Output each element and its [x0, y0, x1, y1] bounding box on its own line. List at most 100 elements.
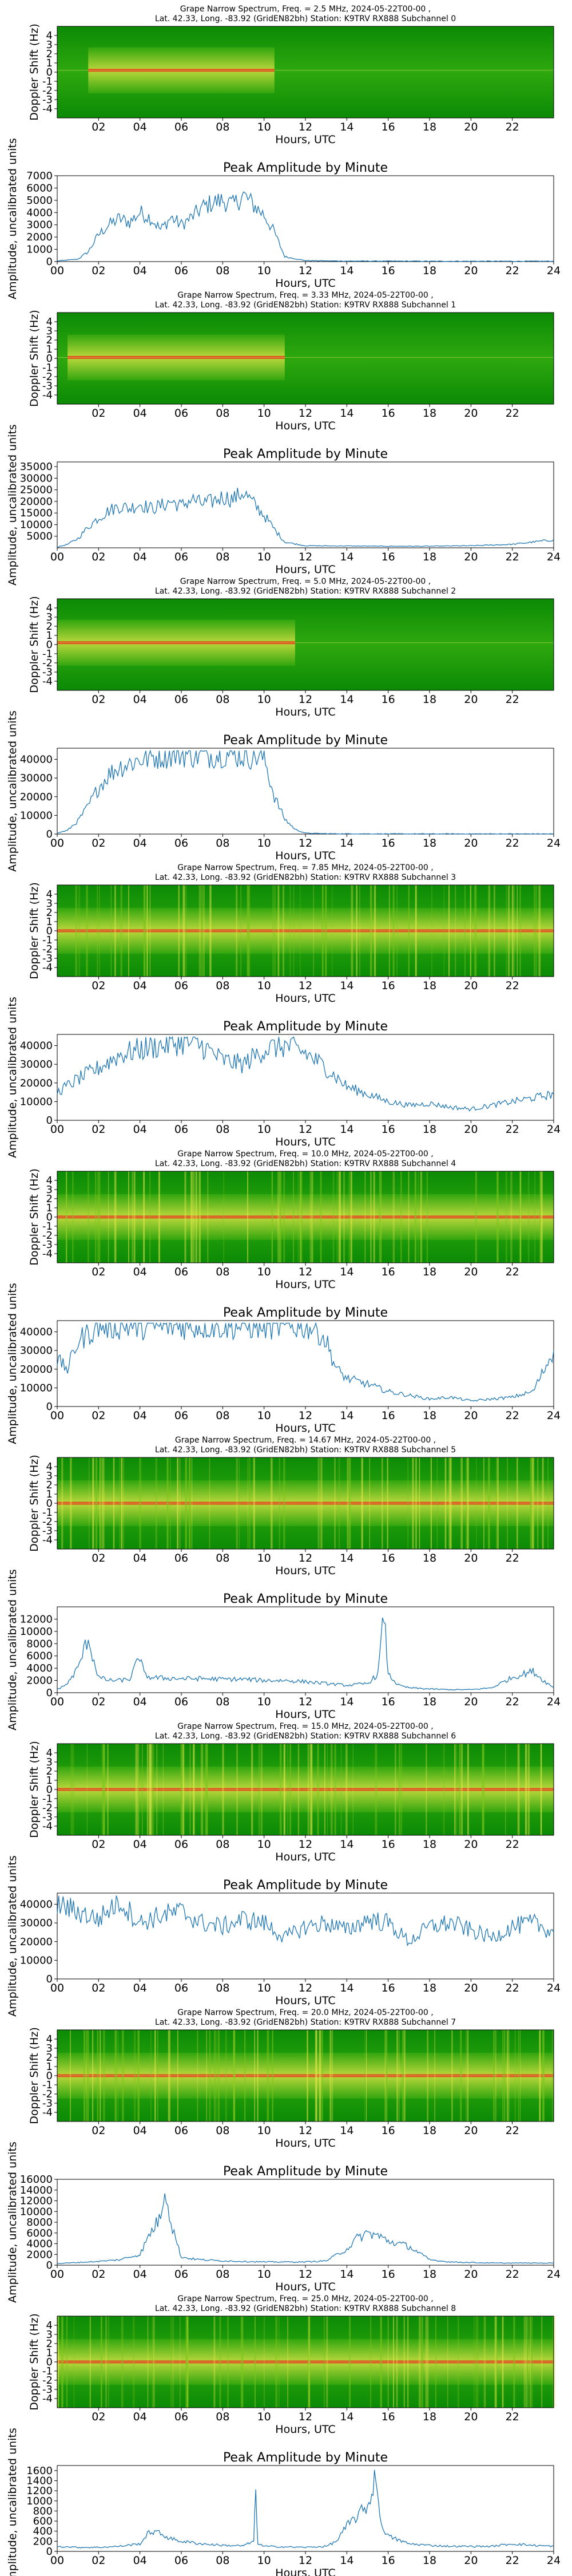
doppler-tick-label: 4	[46, 1747, 53, 1759]
amplitude-xtick-label: 12	[299, 264, 312, 277]
amplitude-ytick-label: 4000	[26, 2238, 53, 2250]
amplitude-xtick-label: 06	[174, 1123, 188, 1136]
amplitude-xtick-label: 14	[340, 2268, 353, 2281]
spectrogram-xtick-label: 04	[133, 2411, 147, 2423]
amplitude-ylabel: Amplitude, uncalibrated units	[6, 1283, 19, 1444]
amplitude-xtick-label: 16	[382, 837, 395, 850]
spectrogram-xtick-label: 06	[174, 693, 188, 706]
amplitude-ytick-label: 1400	[26, 2475, 53, 2487]
spectrogram-xtick-label: 14	[340, 2411, 353, 2423]
amplitude-xlabel: Hours, UTC	[275, 850, 335, 862]
spectrogram-xtick-label: 18	[423, 693, 436, 706]
amplitude-xtick-label: 20	[464, 1123, 478, 1136]
amplitude-xtick-label: 24	[547, 551, 561, 563]
spectrogram-xtick-label: 22	[506, 1838, 519, 1851]
amplitude-ytick-label: 5000	[26, 531, 53, 543]
amplitude-xtick-label: 10	[257, 1696, 271, 1708]
amplitude-title: Peak Amplitude by Minute	[223, 1306, 388, 1320]
spectrogram-xtick-label: 06	[174, 407, 188, 420]
doppler-tick-label: -4	[42, 103, 53, 115]
doppler-tick-label: -4	[42, 1248, 53, 1260]
amplitude-frame	[57, 461, 554, 548]
amplitude-xtick-label: 14	[340, 1696, 353, 1708]
amplitude-ytick-label: 15000	[20, 507, 53, 519]
doppler-tick-label: 4	[46, 316, 53, 328]
amplitude-ylabel: Amplitude, uncalibrated units	[6, 138, 19, 299]
amplitude-ytick-label: 20000	[20, 1077, 53, 1089]
doppler-tick-label: -2	[42, 657, 53, 669]
amplitude-xlabel: Hours, UTC	[275, 1708, 335, 1721]
spectrogram-xtick-label: 02	[92, 2411, 105, 2423]
amplitude-ytick-label: 30000	[20, 1345, 53, 1357]
amplitude-xtick-label: 06	[174, 2554, 188, 2567]
spectrogram-xtick-label: 20	[464, 2411, 478, 2423]
amplitude-xtick-label: 06	[174, 2268, 188, 2281]
spectrogram-xtick-label: 06	[174, 2411, 188, 2423]
amplitude-xtick-label: 12	[299, 1123, 312, 1136]
amplitude-xtick-label: 14	[340, 264, 353, 277]
spectrogram-xtick-label: 08	[216, 1552, 229, 1564]
spectrogram-xtick-label: 16	[382, 979, 395, 992]
doppler-tick-label: 2	[46, 1193, 53, 1205]
spectrogram-xtick-label: 22	[506, 407, 519, 420]
spectrogram-xtick-label: 12	[299, 1266, 312, 1278]
spectrogram-title: Grape Narrow Spectrum, Freq. = 15.0 MHz,…	[177, 1722, 433, 1731]
amplitude-xtick-label: 14	[340, 1409, 353, 1422]
spectrogram-streak	[553, 2316, 556, 2408]
spectrogram-xtick-label: 18	[423, 2411, 436, 2423]
spectrogram-xtick-label: 12	[299, 1552, 312, 1564]
spectrogram-xtick-label: 14	[340, 693, 353, 706]
amplitude-xtick-label: 22	[506, 2268, 519, 2281]
panel-2: Grape Narrow Spectrum, Freq. = 3.33 MHz,…	[6, 291, 561, 586]
doppler-tick-label: 3	[46, 2329, 53, 2341]
spectrogram-xtick-label: 22	[506, 693, 519, 706]
panel-5: Grape Narrow Spectrum, Freq. = 10.0 MHz,…	[6, 1149, 561, 1444]
amplitude-ytick-label: 0	[46, 1115, 53, 1127]
amplitude-title: Peak Amplitude by Minute	[223, 1020, 388, 1034]
doppler-tick-label: -1	[42, 76, 53, 88]
amplitude-xtick-label: 04	[133, 1123, 147, 1136]
amplitude-xtick-label: 02	[92, 1409, 105, 1422]
amplitude-ytick-label: 20000	[20, 1936, 53, 1948]
amplitude-ytick-label: 600	[33, 2515, 53, 2527]
amplitude-ylabel: Amplitude, uncalibrated units	[6, 1855, 19, 2017]
spectrogram-subtitle: Lat. 42.33, Long. -83.92 (GridEN82bh) St…	[155, 301, 456, 310]
amplitude-ytick-label: 25000	[20, 484, 53, 496]
amplitude-ytick-label: 16000	[20, 2174, 53, 2186]
spectrogram-subtitle: Lat. 42.33, Long. -83.92 (GridEN82bh) St…	[155, 1159, 456, 1168]
amplitude-xtick-label: 04	[133, 551, 147, 563]
panel-9: Grape Narrow Spectrum, Freq. = 25.0 MHz,…	[6, 2294, 561, 2576]
spectrogram-xtick-label: 08	[216, 121, 229, 133]
doppler-tick-label: 4	[46, 2033, 53, 2045]
spectrogram-xtick-label: 14	[340, 1552, 353, 1564]
spectrogram-xtick-label: 20	[464, 1266, 478, 1278]
spectrogram-xtick-label: 02	[92, 2124, 105, 2137]
amplitude-ytick-label: 2000	[26, 231, 53, 243]
amplitude-frame	[57, 748, 554, 835]
doppler-tick-label: -2	[42, 371, 53, 383]
doppler-tick-label: 2	[46, 907, 53, 919]
amplitude-ytick-label: 20000	[20, 496, 53, 508]
spectrogram-xtick-label: 16	[382, 693, 395, 706]
spectrogram-xtick-label: 14	[340, 121, 353, 133]
amplitude-xlabel: Hours, UTC	[275, 563, 335, 576]
doppler-tick-label: -1	[42, 1507, 53, 1519]
amplitude-ytick-label: 30000	[20, 1917, 53, 1929]
spectrogram-xtick-label: 06	[174, 121, 188, 133]
amplitude-xtick-label: 16	[382, 1696, 395, 1708]
amplitude-xtick-label: 04	[133, 264, 147, 277]
spectrogram-xtick-label: 12	[299, 979, 312, 992]
spectrogram-xlabel: Hours, UTC	[275, 1278, 335, 1291]
amplitude-xtick-label: 00	[50, 1982, 64, 1994]
amplitude-xtick-label: 00	[50, 1696, 64, 1708]
spectrogram-xtick-label: 06	[174, 1552, 188, 1564]
amplitude-ytick-label: 8000	[26, 1638, 53, 1650]
doppler-tick-label: 0	[46, 2070, 53, 2082]
amplitude-ytick-label: 0	[46, 2259, 53, 2271]
spectrogram-xtick-label: 22	[506, 979, 519, 992]
spectrogram-xtick-label: 16	[382, 1838, 395, 1851]
spectrogram-ylabel: Doppler Shift (Hz)	[28, 1741, 41, 1838]
amplitude-title: Peak Amplitude by Minute	[223, 1592, 388, 1606]
amplitude-xtick-label: 14	[340, 1982, 353, 1994]
